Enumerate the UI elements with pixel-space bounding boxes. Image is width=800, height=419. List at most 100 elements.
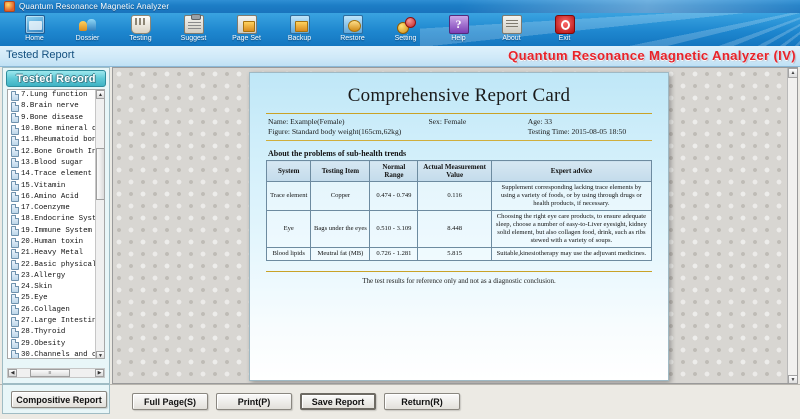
list-item-label: 17.Coenzyme <box>21 204 70 213</box>
scroll-h-thumb[interactable]: ≡ <box>30 369 70 377</box>
document-icon <box>11 237 19 248</box>
toolbar-items: Home Dossier Testing Suggest Page Set Ba… <box>8 13 591 46</box>
list-item[interactable]: 9.Bone disease <box>8 113 96 124</box>
list-item[interactable]: 12.Bone Growth Index <box>8 146 96 158</box>
list-item-label: 23.Allergy <box>21 271 66 280</box>
toolbar-label-suggest: Suggest <box>180 35 207 42</box>
table-header-actual-value: Actual Measurement Value <box>417 160 492 182</box>
list-item[interactable]: 14.Trace element <box>8 169 96 180</box>
table-cell-testing-item: Copper <box>310 181 371 211</box>
list-item-label: 16.Amino Acid <box>21 192 79 201</box>
list-item-label: 28.Thyroid <box>21 328 66 337</box>
dossier-icon <box>78 15 98 34</box>
list-item[interactable]: 18.Endocrine System <box>8 214 96 225</box>
toolbar-button-restore[interactable]: Restore <box>326 13 379 46</box>
list-item[interactable]: 13.Blood sugar <box>8 158 96 169</box>
home-icon <box>24 15 45 34</box>
table-header-system: System <box>265 160 312 182</box>
sub-health-table: System Testing Item Normal Range Actual … <box>265 160 653 261</box>
list-item[interactable]: 29.Obesity <box>8 339 96 350</box>
table-cell-system: Eye <box>265 210 312 248</box>
list-item[interactable]: 25.Eye <box>8 293 96 304</box>
list-item[interactable]: 20.Human toxin <box>8 237 96 248</box>
toolbar-label-home: Home <box>25 35 44 42</box>
toolbar-label-dossier: Dossier <box>75 35 100 42</box>
table-header-normal-range: Normal Range <box>369 160 419 182</box>
scroll-thumb[interactable] <box>96 148 104 200</box>
compositive-report-button[interactable]: Compositive Report <box>11 391 107 408</box>
report-disclaimer: The test results for reference only and … <box>362 277 556 285</box>
toolbar-button-backup[interactable]: Backup <box>273 13 326 46</box>
viewer-vertical-scrollbar[interactable]: ▲ ▼ <box>787 68 797 383</box>
list-item[interactable]: 27.Large Intestine F <box>8 316 96 327</box>
scroll-right-arrow[interactable]: ▶ <box>95 369 104 377</box>
list-item[interactable]: 19.Immune System <box>8 226 96 237</box>
table-cell-actual-value: 8.448 <box>417 210 492 248</box>
list-item-label: 25.Eye <box>21 294 48 303</box>
list-item[interactable]: 17.Coenzyme <box>8 203 96 214</box>
list-item[interactable]: 24.Skin <box>8 282 96 293</box>
document-icon <box>11 113 19 124</box>
report-info-row-2: Figure: Standard body weight(165cm,62kg)… <box>268 127 650 137</box>
toolbar-button-help[interactable]: Help <box>432 13 485 46</box>
list-item[interactable]: 22.Basic physical qu <box>8 259 96 271</box>
document-icon <box>11 350 19 358</box>
toolbar-button-setting[interactable]: Setting <box>379 13 432 46</box>
bottom-bar: Compositive Report Full Page(S) Print(P)… <box>0 384 800 419</box>
sidebar-list-vertical-scrollbar[interactable]: ▲ ▼ <box>95 90 104 358</box>
toolbar-button-page-set[interactable]: Page Set <box>220 13 273 46</box>
title-bar: Quantum Resonance Magnetic Analyzer <box>0 0 800 13</box>
list-item[interactable]: 15.Vitamin <box>8 180 96 192</box>
main-toolbar: Home Dossier Testing Suggest Page Set Ba… <box>0 13 800 46</box>
list-item[interactable]: 28.Thyroid <box>8 327 96 338</box>
list-item-label: 20.Human toxin <box>21 238 84 246</box>
patient-name: Name: Example(Female) <box>268 117 345 126</box>
list-item[interactable]: 11.Rheumatoid bone d <box>8 135 96 146</box>
list-item-label: 29.Obesity <box>21 339 66 348</box>
list-item[interactable]: 26.Collagen <box>8 305 96 316</box>
table-row: Blood lipids Meutral fat (MB) 0.726 - 1.28… <box>265 247 653 261</box>
print-button[interactable]: Print(P) <box>216 393 292 410</box>
restore-icon <box>342 15 363 34</box>
document-icon <box>11 260 19 271</box>
list-item-label: 18.Endocrine System <box>21 215 96 224</box>
sidebar-list-horizontal-scrollbar[interactable]: ◀ ≡ ▶ <box>7 368 105 378</box>
toolbar-label-testing: Testing <box>129 35 152 42</box>
help-icon <box>448 15 469 34</box>
list-item[interactable]: 23.Allergy <box>8 271 96 282</box>
document-icon <box>11 305 19 316</box>
toolbar-button-exit[interactable]: Exit <box>538 13 591 46</box>
scroll-left-arrow[interactable]: ◀ <box>8 369 17 377</box>
toolbar-label-page-set: Page Set <box>232 35 261 42</box>
list-item[interactable]: 21.Heavy Metal <box>8 248 96 259</box>
return-button[interactable]: Return(R) <box>384 393 460 410</box>
list-item[interactable]: 10.Bone mineral dens <box>8 124 96 135</box>
tested-record-list[interactable]: 7.Lung function 8.Brain nerve 9.Bone disea… <box>7 89 105 359</box>
document-icon <box>11 316 19 327</box>
list-item[interactable]: 30.Channels and coll <box>8 350 96 358</box>
list-item[interactable]: 8.Brain nerve <box>8 101 96 112</box>
list-item[interactable]: 7.Lung function <box>8 90 96 101</box>
toolbar-button-dossier[interactable]: Dossier <box>61 13 114 46</box>
save-report-button[interactable]: Save Report <box>300 393 376 410</box>
scroll-down-arrow[interactable]: ▼ <box>96 351 104 358</box>
list-item-label: 24.Skin <box>21 283 53 292</box>
table-cell-actual-value: 5.815 <box>417 247 492 261</box>
sidebar-header: Tested Record <box>6 70 106 87</box>
table-cell-normal-range: 0.510 - 3.109 <box>369 210 419 248</box>
document-icon <box>11 124 19 135</box>
toolbar-button-about[interactable]: About <box>485 13 538 46</box>
patient-age: Age: 33 <box>527 117 553 126</box>
toolbar-button-testing[interactable]: Testing <box>114 13 167 46</box>
full-page-button[interactable]: Full Page(S) <box>132 393 208 410</box>
scroll-up-arrow[interactable]: ▲ <box>96 90 104 99</box>
toolbar-button-suggest[interactable]: Suggest <box>167 13 220 46</box>
viewer-scroll-up-arrow[interactable]: ▲ <box>788 68 797 78</box>
list-item-label: 7.Lung function <box>21 91 88 100</box>
viewer-scroll-down-arrow[interactable]: ▼ <box>788 375 797 383</box>
toolbar-button-home[interactable]: Home <box>8 13 61 46</box>
list-item[interactable]: 16.Amino Acid <box>8 192 96 203</box>
document-icon <box>11 135 19 146</box>
report-page: Comprehensive Report Card Name: Example(… <box>249 72 669 381</box>
